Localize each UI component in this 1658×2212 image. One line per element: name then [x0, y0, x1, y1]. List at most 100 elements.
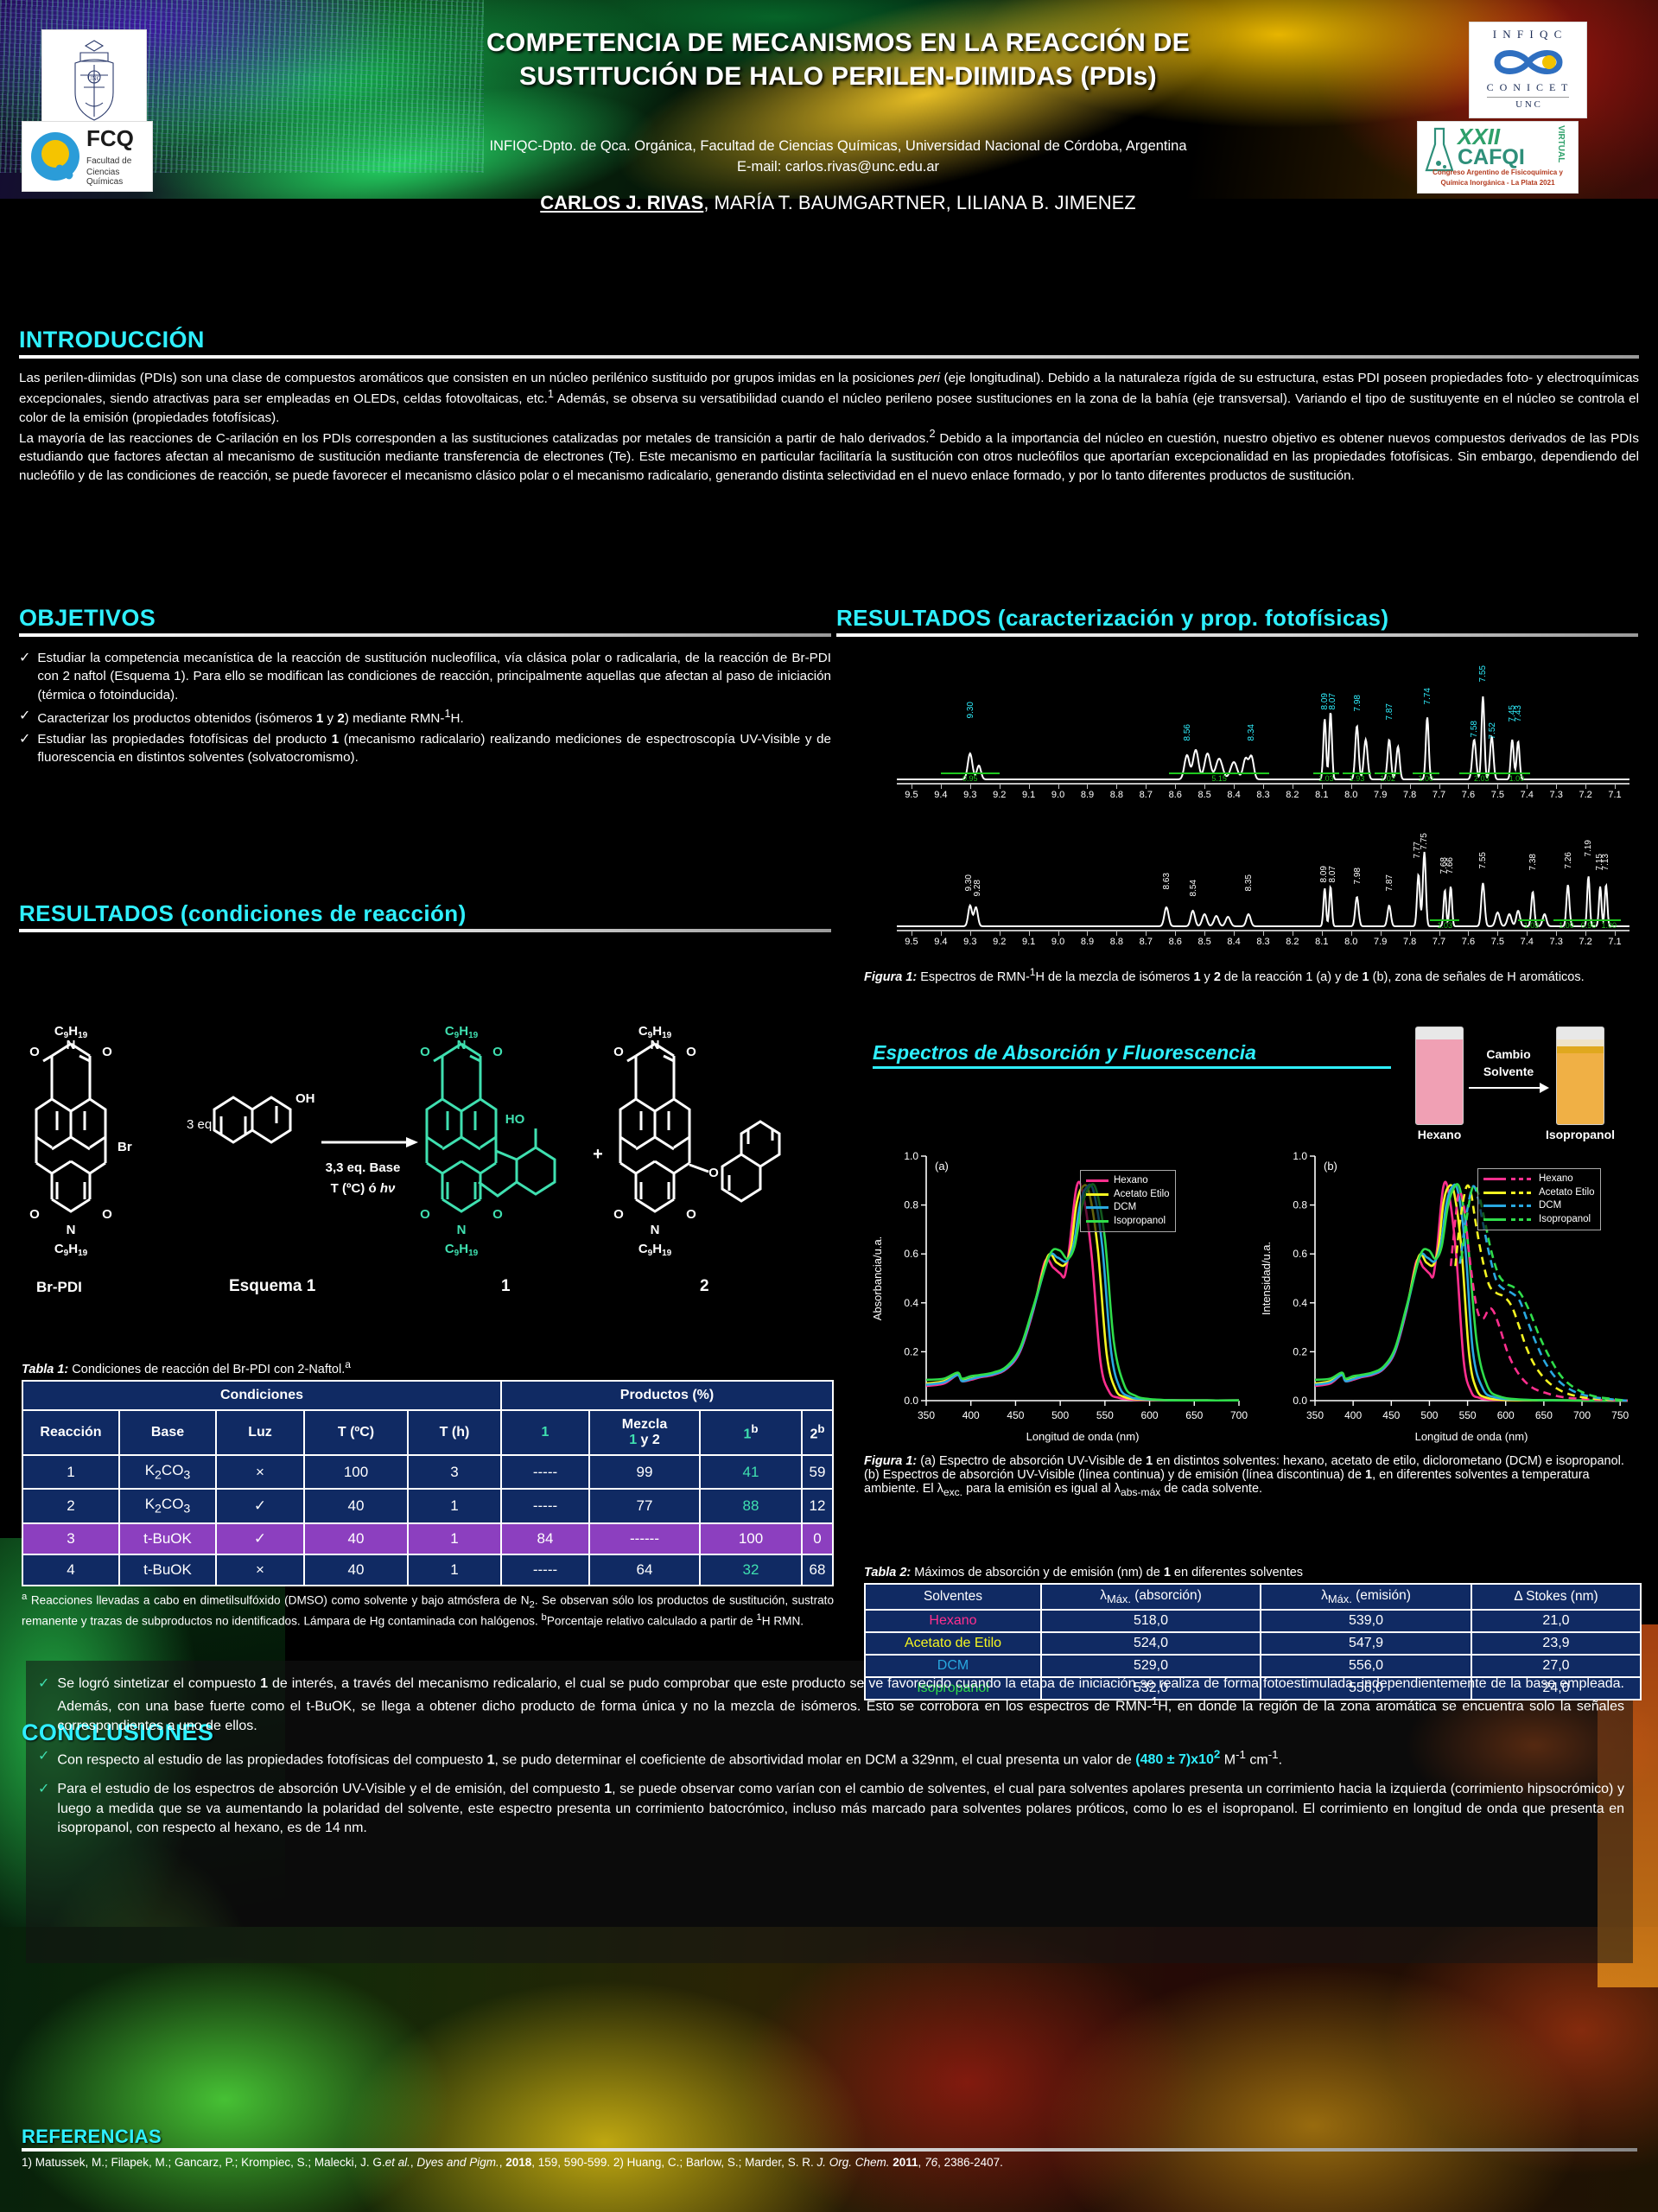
svg-text:T (ºC) ó hν: T (ºC) ó hν: [331, 1181, 396, 1196]
cell-1b: 41: [699, 1453, 803, 1491]
legend-label: DCM: [1539, 1200, 1562, 1211]
tabla2-caption-label: Tabla 2:: [864, 1566, 912, 1580]
referencias-text: 1) Matussek, M.; Filapek, M.; Gancarz, P…: [22, 2156, 1003, 2169]
nmr-x-tick-label: 9.4: [934, 790, 948, 800]
cell-solvente: Isopropanol: [864, 1676, 1042, 1701]
cell-absorcion: 532,0: [1040, 1676, 1261, 1701]
nmr-x-tick: [1585, 931, 1587, 936]
cell-base: K2CO3: [118, 1488, 217, 1524]
nmr-integral-label: 2.03: [1473, 774, 1490, 783]
nmr-x-tick-label: 7.2: [1579, 937, 1592, 947]
nmr-peak-label: 7.26: [1563, 852, 1573, 869]
legend-label: Hexano: [1539, 1173, 1573, 1184]
referencias-section: REFERENCIAS 1) Matussek, M.; Filapek, M.…: [22, 2126, 1637, 2169]
nmr-integral-bar: [1459, 772, 1504, 774]
tabla1-group-header-row: Condiciones Productos (%): [22, 1379, 834, 1411]
nmr-x-tick-label: 7.4: [1520, 937, 1534, 947]
svg-text:0.6: 0.6: [1293, 1248, 1307, 1260]
tabla2-col-stokes: Δ Stokes (nm): [1471, 1582, 1642, 1611]
nmr-integral-bar: [1579, 919, 1598, 921]
table-row: Isopropanol 532,0 556,0 24,0: [864, 1676, 1642, 1701]
nmr-x-tick: [1263, 785, 1264, 789]
nmr-integral-label: 1.00: [1601, 921, 1617, 930]
table-row: 4 t-BuOK × 40 1 ----- 64 32 68: [22, 1553, 834, 1586]
resultados-condiciones-heading: RESULTADOS (condiciones de reacción): [19, 900, 467, 926]
tabla2-block: Tabla 2: Máximos de absorción y de emisi…: [864, 1566, 1642, 1701]
figura1-uv-caption: Figura 1: (a) Espectro de absorción UV-V…: [864, 1454, 1642, 1498]
nmr-x-tick-label: 8.1: [1315, 790, 1329, 800]
cuvette-label-hexano: Hexano: [1417, 1128, 1462, 1141]
nmr-integral-label: 1.00: [1559, 921, 1574, 930]
conclusion-item: ✓ Para el estudio de los espectros de ab…: [38, 1780, 1624, 1838]
tabla1-col-time: T (h): [407, 1408, 502, 1456]
nmr-integral-label: 5.15: [1211, 774, 1227, 783]
cell-2b: 12: [801, 1488, 834, 1524]
cell-temp: 40: [303, 1553, 409, 1586]
svg-text:N: N: [67, 1038, 76, 1052]
nmr-x-tick: [999, 931, 1001, 936]
svg-text:0.2: 0.2: [1293, 1345, 1307, 1357]
legend-entry: Hexano: [1483, 1173, 1595, 1186]
nmr-x-tick-label: 9.2: [993, 937, 1007, 947]
cell-emision: 539,0: [1260, 1609, 1472, 1634]
legend-label: Acetato Etilo: [1539, 1186, 1595, 1198]
nmr-integral-bar: [1312, 772, 1340, 774]
nmr-peak-label: 7.87: [1384, 874, 1394, 892]
tabla1-col-mezcla: Mezcla 1 y 2: [588, 1408, 701, 1456]
cafqi-virtual-tag: VIRTUAL: [1556, 125, 1566, 163]
nmr-x-tick-label: 7.1: [1608, 790, 1622, 800]
contact-email[interactable]: E-mail: carlos.rivas@unc.edu.ar: [736, 158, 940, 175]
nmr-integral-bar: [940, 772, 1000, 774]
objetivo-item: ✓ Estudiar las propiedades fotofísicas d…: [19, 730, 831, 767]
cell-product1-yield: -----: [500, 1488, 590, 1524]
infiqc-logo-text: I N F I Q C: [1492, 28, 1564, 41]
nmr-x-tick: [1175, 785, 1177, 789]
nmr-x-tick: [1058, 785, 1059, 789]
cell-base: t-BuOK: [118, 1522, 217, 1555]
svg-text:0.2: 0.2: [904, 1345, 918, 1357]
nmr-x-tick: [1380, 931, 1382, 936]
nmr-x-tick: [1263, 931, 1264, 936]
chart-canvas: 350 400 450 500 550 600 650 700 750 0.0 0.2 0.4 0.6 0…: [1260, 1150, 1629, 1443]
svg-text:O: O: [102, 1207, 112, 1222]
nmr-x-tick: [1615, 785, 1617, 789]
nmr-peak-label: 7.55: [1477, 665, 1488, 683]
nmr-x-tick-label: 9.1: [1021, 790, 1036, 800]
svg-text:550: 550: [1096, 1409, 1114, 1421]
authors-coauthors: , MARÍA T. BAUMGARTNER, LILIANA B. JIMEN…: [703, 192, 1136, 213]
svg-text:600: 600: [1497, 1409, 1515, 1421]
svg-text:N: N: [457, 1223, 467, 1237]
svg-text:1.0: 1.0: [1293, 1150, 1307, 1162]
nmr-x-tick: [1527, 785, 1528, 789]
svg-text:0.8: 0.8: [904, 1199, 918, 1211]
introduccion-paragraph-2: La mayoría de las reacciones de C-arilac…: [19, 427, 1639, 483]
cell-stokes: 21,0: [1471, 1609, 1642, 1634]
svg-text:O: O: [420, 1045, 430, 1059]
check-icon: ✓: [19, 708, 31, 723]
check-icon: ✓: [19, 732, 31, 747]
nmr-x-tick-label: 7.6: [1461, 790, 1476, 800]
introduccion-paragraph-1: Las perilen-diimidas (PDIs) son una clas…: [19, 371, 1639, 425]
legend-swatch: [1086, 1206, 1109, 1210]
conclusion-text-3: Para el estudio de los espectros de abso…: [57, 1782, 1624, 1835]
chart-series-acetato-etilo-emisión: [1454, 1184, 1629, 1402]
poster-header: UNC FCQ Facultad de Ciencias Químicas I …: [0, 0, 1658, 213]
tabla2-caption-text: Máximos de absorción y de emisión (nm) d…: [911, 1566, 1304, 1580]
chart-legend: Hexano Acetato Etilo DCM Isopropanol: [1477, 1168, 1601, 1231]
nmr-integral-label: 1.03: [1318, 774, 1334, 783]
nmr-x-tick-label: 9.2: [993, 790, 1007, 800]
legend-entry: DCM: [1086, 1201, 1170, 1215]
figura1-uv-text: (a) Espectro de absorción UV-Visible de …: [864, 1454, 1624, 1498]
nmr-x-tick-label: 9.3: [963, 937, 977, 947]
objetivo-item: ✓ Estudiar la competencia mecanística de…: [19, 649, 831, 704]
nmr-x-tick: [1146, 931, 1147, 936]
cell-temp: 100: [303, 1453, 409, 1491]
legend-swatch: [1483, 1178, 1506, 1181]
nmr-x-tick-label: 7.3: [1549, 790, 1563, 800]
svg-text:650: 650: [1535, 1409, 1553, 1421]
cambio-solvente-label-1: Cambio: [1486, 1047, 1531, 1061]
svg-text:UNC: UNC: [88, 75, 101, 82]
conclusiones-list: ✓ Se logró sintetizar el compuesto 1 de …: [38, 1675, 1624, 1838]
cell-luz: ✓: [215, 1488, 305, 1524]
chart-legend: Hexano Acetato Etilo DCM Isopropanol: [1080, 1170, 1176, 1233]
